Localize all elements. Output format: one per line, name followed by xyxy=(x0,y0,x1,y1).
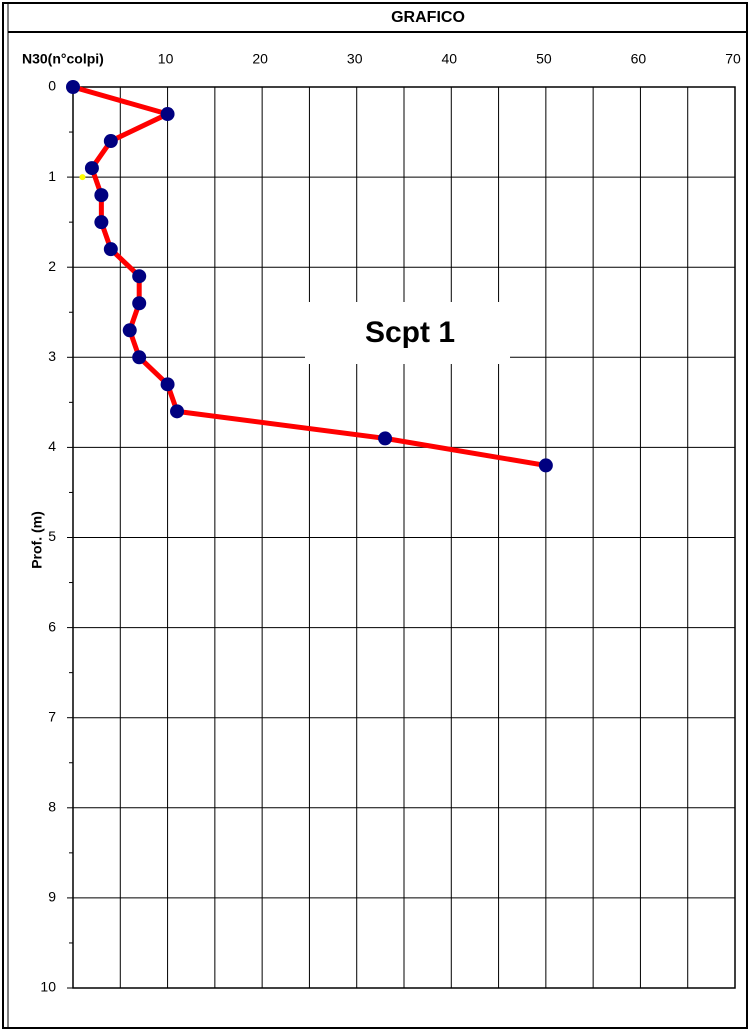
y-tick-label: 5 xyxy=(48,528,56,544)
x-tick-label: 30 xyxy=(347,51,363,67)
y-tick-label: 8 xyxy=(48,799,56,815)
y-tick-label: 0 xyxy=(48,78,56,94)
x-tick-label: 40 xyxy=(441,51,457,67)
x-tick-label: 70 xyxy=(725,51,741,67)
data-point xyxy=(84,161,99,176)
data-point xyxy=(94,215,109,230)
x-tick-label: 20 xyxy=(252,51,268,67)
data-point xyxy=(170,404,185,419)
y-tick-label: 3 xyxy=(48,348,56,364)
y-tick-label: 2 xyxy=(48,258,56,274)
annotation-box xyxy=(305,302,510,364)
y-axis-label: Prof. (m) xyxy=(29,511,45,569)
data-point xyxy=(160,377,175,392)
data-point xyxy=(160,107,175,122)
x-axis-label: N30(n°colpi) xyxy=(22,51,104,67)
data-point xyxy=(79,174,86,181)
data-point xyxy=(122,323,137,338)
x-tick-label: 50 xyxy=(536,51,552,67)
data-point xyxy=(538,458,553,473)
data-point xyxy=(103,242,118,257)
x-tick-label: 10 xyxy=(158,51,174,67)
y-tick-label: 4 xyxy=(48,438,56,454)
data-point xyxy=(378,431,393,446)
data-point xyxy=(132,350,147,365)
y-tick-label: 9 xyxy=(48,889,56,905)
data-point xyxy=(66,80,80,94)
data-point xyxy=(94,188,109,203)
data-point xyxy=(103,134,118,149)
y-tick-label: 10 xyxy=(40,979,56,995)
annotation: Scpt 1 xyxy=(365,316,455,349)
x-tick-label: 60 xyxy=(631,51,647,67)
data-point xyxy=(132,269,147,284)
y-tick-label: 6 xyxy=(48,618,56,634)
y-tick-label: 7 xyxy=(48,708,56,724)
y-tick-label: 1 xyxy=(48,168,56,184)
data-point xyxy=(132,296,147,311)
chart-title: GRAFICO xyxy=(391,9,465,26)
